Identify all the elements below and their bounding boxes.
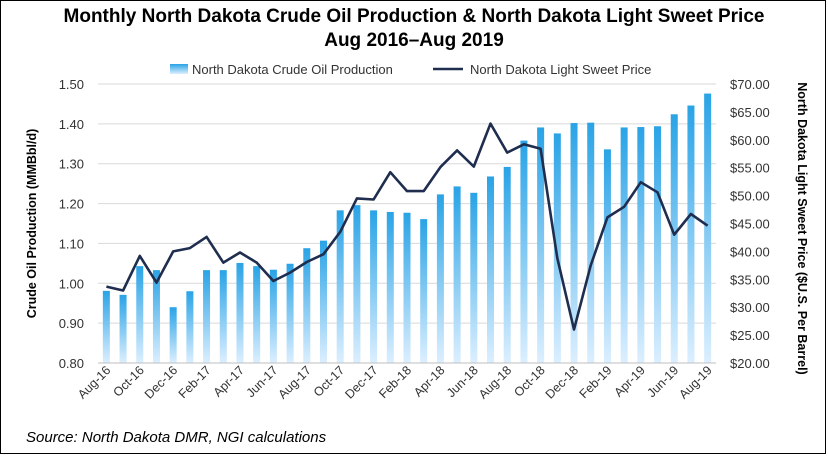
y-right-tick-label: $65.00	[730, 105, 770, 120]
y-left-tick-label: 1.00	[59, 276, 84, 291]
production-bar	[236, 262, 244, 363]
production-bar	[453, 186, 461, 363]
y-left-tick-label: 1.50	[59, 77, 84, 92]
production-bar	[136, 266, 144, 363]
x-tick-label: Aug-19	[676, 363, 714, 401]
y-right-tick-label: $30.00	[730, 300, 770, 315]
x-tick-label: Dec-18	[543, 363, 581, 401]
production-bar	[687, 105, 695, 363]
y-right-tick-label: $25.00	[730, 328, 770, 343]
production-bar	[637, 127, 645, 363]
production-bar	[169, 307, 177, 363]
y-left-tick-label: 1.30	[59, 157, 84, 172]
y-left-tick-label: 1.40	[59, 117, 84, 132]
production-bar	[620, 127, 628, 364]
production-bar	[603, 149, 611, 363]
x-tick-label: Oct-17	[311, 363, 347, 399]
production-bar	[520, 140, 528, 363]
y-right-tick-label: $60.00	[730, 133, 770, 148]
y-left-tick-label: 1.10	[59, 236, 84, 251]
production-bar	[570, 123, 578, 363]
chart-title-line2: Aug 2016–Aug 2019	[324, 30, 504, 51]
x-tick-label: Oct-16	[110, 363, 146, 399]
legend-bar-swatch	[170, 64, 188, 74]
production-bar	[353, 205, 361, 363]
y-left-tick-label: 0.90	[59, 316, 84, 331]
x-tick-label: Dec-17	[342, 363, 380, 401]
chart-canvas: 0.80 0.90 1.00 1.10 1.20 1.30 1.40 1.50 $20.00 $2…	[25, 62, 809, 402]
x-tick-label: Oct-18	[511, 363, 547, 399]
x-tick-label: Feb-18	[376, 363, 414, 401]
x-tick-label: Feb-19	[577, 363, 615, 401]
production-bar	[119, 294, 127, 363]
y-right-tick-label: $45.00	[730, 217, 770, 232]
x-tick-label: Jun-19	[644, 363, 681, 400]
production-bar	[704, 93, 712, 364]
source-note: Source: North Dakota DMR, NGI calculatio…	[26, 429, 327, 446]
production-bar	[470, 192, 478, 363]
production-bar	[186, 291, 194, 363]
production-bar	[403, 212, 411, 363]
legend-label-price: North Dakota Light Sweet Price	[470, 62, 651, 77]
production-bar	[436, 194, 444, 363]
production-bar	[553, 133, 561, 363]
y-right-tick-label: $20.00	[730, 356, 770, 371]
production-bar	[654, 126, 662, 364]
chart-title-line1: Monthly North Dakota Crude Oil Productio…	[63, 6, 765, 27]
y-right-tick-label: $50.00	[730, 189, 770, 204]
production-bar	[269, 269, 277, 363]
production-bar	[587, 122, 595, 363]
y-right-axis-title: North Dakota Light Sweet Price ($U.S. Pe…	[795, 82, 809, 374]
production-bar	[336, 210, 344, 363]
x-tick-label: Jun-18	[444, 363, 481, 400]
y-left-tick-label: 0.80	[59, 356, 84, 371]
chart-title: Monthly North Dakota Crude Oil Productio…	[0, 5, 828, 53]
x-tick-label: Apr-18	[411, 363, 447, 399]
production-bar	[386, 211, 394, 363]
production-bar	[253, 266, 261, 363]
x-tick-label: Jun-17	[244, 363, 281, 400]
production-bar	[319, 240, 327, 363]
production-bar	[537, 127, 545, 364]
production-bar	[370, 210, 378, 363]
production-bar	[102, 290, 110, 363]
price-line	[106, 122, 709, 331]
production-bar	[152, 270, 160, 363]
x-tick-label: Dec-16	[142, 363, 180, 401]
production-bar	[286, 263, 294, 363]
production-bar	[420, 219, 428, 363]
y-right-tick-label: $55.00	[730, 161, 770, 176]
x-tick-label: Apr-19	[612, 363, 648, 399]
y-left-tick-label: 1.20	[59, 197, 84, 212]
legend-label-production: North Dakota Crude Oil Production	[192, 62, 393, 77]
y-right-tick-label: $70.00	[730, 77, 770, 92]
production-bar	[219, 270, 227, 363]
production-bar	[503, 166, 511, 363]
x-tick-label: Apr-17	[211, 363, 247, 399]
production-bar	[203, 270, 211, 363]
production-bar	[303, 248, 311, 363]
x-tick-label: Aug-17	[276, 363, 314, 401]
production-bar	[487, 176, 495, 363]
y-right-tick-label: $40.00	[730, 244, 770, 259]
production-bar	[670, 114, 678, 363]
x-tick-label: Feb-17	[176, 363, 214, 401]
y-right-tick-label: $35.00	[730, 272, 770, 287]
x-tick-label: Aug-18	[476, 363, 514, 401]
y-left-axis-title: Crude Oil Production (MMBbl/d)	[25, 129, 39, 319]
